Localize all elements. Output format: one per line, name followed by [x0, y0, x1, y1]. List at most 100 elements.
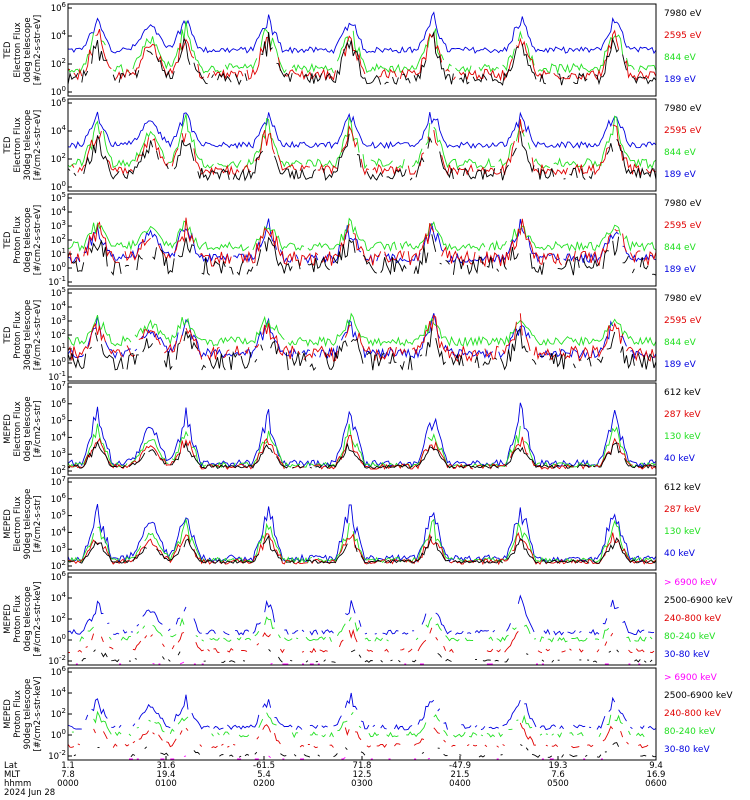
y-axis-label-line: [#/cm2-s-str] [33, 496, 43, 553]
series-line-magenta [129, 756, 656, 759]
y-tick-label: 103 [51, 447, 66, 460]
legend-entry: 2500-6900 keV [664, 691, 733, 701]
legend-entry: 844 eV [664, 53, 697, 63]
x-row-label: hhmm [4, 779, 31, 789]
legend-entry: 844 eV [664, 148, 697, 158]
y-axis-label-line: TED [3, 231, 13, 250]
y-tick-label: 102 [51, 152, 66, 165]
x-tick-label-hhmm: 0600 [645, 779, 667, 789]
y-axis-label-line: Proton Flux [13, 690, 23, 738]
panel-frame [67, 477, 657, 571]
x-tick-label-lat: 31.6 [157, 761, 176, 771]
x-tick-label-hhmm: 0100 [155, 779, 177, 789]
x-tick-label-mlt: 12.5 [353, 770, 372, 780]
series-line-blue [67, 111, 657, 150]
x-tick-label-hhmm: 0300 [351, 779, 373, 789]
x-tick-label-hhmm: 0000 [57, 779, 79, 789]
x-tick-label-lat: 1.1 [61, 761, 75, 771]
y-tick-label: 105 [51, 286, 66, 299]
y-axis-label-line: 0deg telescope [23, 396, 33, 461]
y-tick-label: 10-1 [48, 275, 66, 288]
y-tick-label: 104 [51, 300, 67, 313]
y-axis-label-line: MEPED [3, 699, 13, 729]
y-axis-label-line: [#/cm2-s-str-eV] [33, 15, 43, 85]
y-axis-label: MEPED Proton Flux 0deg telescope [#/cm2-s-s… [3, 582, 43, 657]
y-tick-label: 103 [51, 219, 66, 232]
series-line-blue [67, 11, 657, 55]
legend-entry: 30-80 keV [664, 745, 710, 755]
legend-entry: 80-240 keV [664, 727, 716, 737]
legend-entry: 7980 eV [664, 199, 702, 209]
y-axis-label-line: 30deg telescope [23, 300, 33, 371]
legend-entry: 287 keV [664, 410, 701, 420]
y-axis-label: MEPED Electron Flux 0deg telescope [#/cm2-s… [3, 396, 43, 461]
x-tick-label-hhmm: 0200 [253, 779, 275, 789]
panel-frame [67, 667, 657, 761]
panel-frame [67, 98, 657, 192]
y-axis-label-line: 0deg telescope [23, 17, 33, 82]
legend-entry: 2595 eV [664, 316, 702, 326]
legend-entry: 7980 eV [664, 9, 702, 19]
y-tick-label: 104 [51, 124, 67, 137]
y-tick-label: 10-1 [48, 370, 66, 383]
x-tick-label-mlt: 16.9 [647, 770, 666, 780]
legend-entry: 2500-6900 keV [664, 596, 733, 606]
x-tick-label-hhmm: 0500 [547, 779, 569, 789]
y-tick-label: 102 [51, 707, 66, 720]
series-line-blue [67, 594, 655, 636]
legend-entry: 844 eV [664, 243, 697, 253]
y-tick-label: 106 [51, 492, 67, 505]
series-line-green [67, 312, 657, 348]
y-axis-label-line: Electron Flux [13, 117, 23, 172]
legend-entry: 2595 eV [664, 31, 702, 41]
y-axis-label: MEPED Electron Flux 90deg telescope [#/cm2-… [3, 489, 43, 560]
series-line-black [67, 131, 657, 182]
panel-frame [67, 572, 657, 666]
series-line-black [67, 328, 657, 371]
y-tick-label: 10-2 [48, 749, 66, 762]
legend-entry: 2595 eV [664, 126, 702, 136]
legend-entry: 130 keV [664, 432, 701, 442]
series-line-red [67, 313, 657, 363]
y-axis-label-line: TED [3, 326, 13, 345]
y-axis-label: TED Proton Flux 30deg telescope [#/cm2-s-st… [3, 300, 43, 371]
y-axis-label-line: Electron Flux [13, 22, 23, 77]
y-tick-label: 105 [51, 191, 66, 204]
y-tick-label: 100 [51, 728, 66, 741]
legend-entry: 189 eV [664, 170, 697, 180]
y-tick-label: 102 [51, 464, 66, 477]
series-line-green [67, 20, 657, 75]
series-line-green [67, 423, 657, 469]
legend-entry: > 6900 keV [664, 673, 718, 683]
series-line-magenta [76, 662, 656, 664]
y-tick-label: 102 [51, 328, 66, 341]
flux-panel-6: 107 106 105 104 103 102 MEPED Electron Flux 90de… [3, 475, 701, 572]
y-axis-label-line: [#/cm2-s-str-eV] [33, 300, 43, 370]
series-line-green [67, 217, 657, 253]
y-tick-label: 102 [51, 612, 66, 625]
series-line-red [67, 28, 657, 82]
legend-entry: 130 keV [664, 527, 701, 537]
x-tick-label-mlt: 21.5 [451, 770, 470, 780]
y-tick-label: 102 [51, 57, 66, 70]
y-tick-label: 104 [51, 430, 67, 443]
y-tick-label: 101 [51, 247, 66, 260]
y-tick-label: 102 [51, 233, 66, 246]
y-axis-label-line: [#/cm2-s-str-eV] [33, 110, 43, 180]
y-tick-label: 106 [51, 570, 67, 583]
x-tick-label-lat: 9.4 [649, 761, 663, 771]
series-line-blue [67, 313, 657, 360]
legend-entry: > 6900 keV [664, 578, 718, 588]
x-tick-label-mlt: 19.4 [157, 770, 176, 780]
legend-entry: 240-800 keV [664, 614, 722, 624]
series-line-black [71, 234, 657, 276]
y-tick-label: 105 [51, 509, 66, 522]
y-tick-label: 103 [51, 314, 66, 327]
legend-entry: 30-80 keV [664, 650, 710, 660]
legend-entry: 612 keV [664, 483, 701, 493]
y-tick-label: 105 [51, 414, 66, 427]
y-axis-label-line: 0deg telescope [23, 207, 33, 272]
y-tick-label: 106 [51, 665, 67, 678]
